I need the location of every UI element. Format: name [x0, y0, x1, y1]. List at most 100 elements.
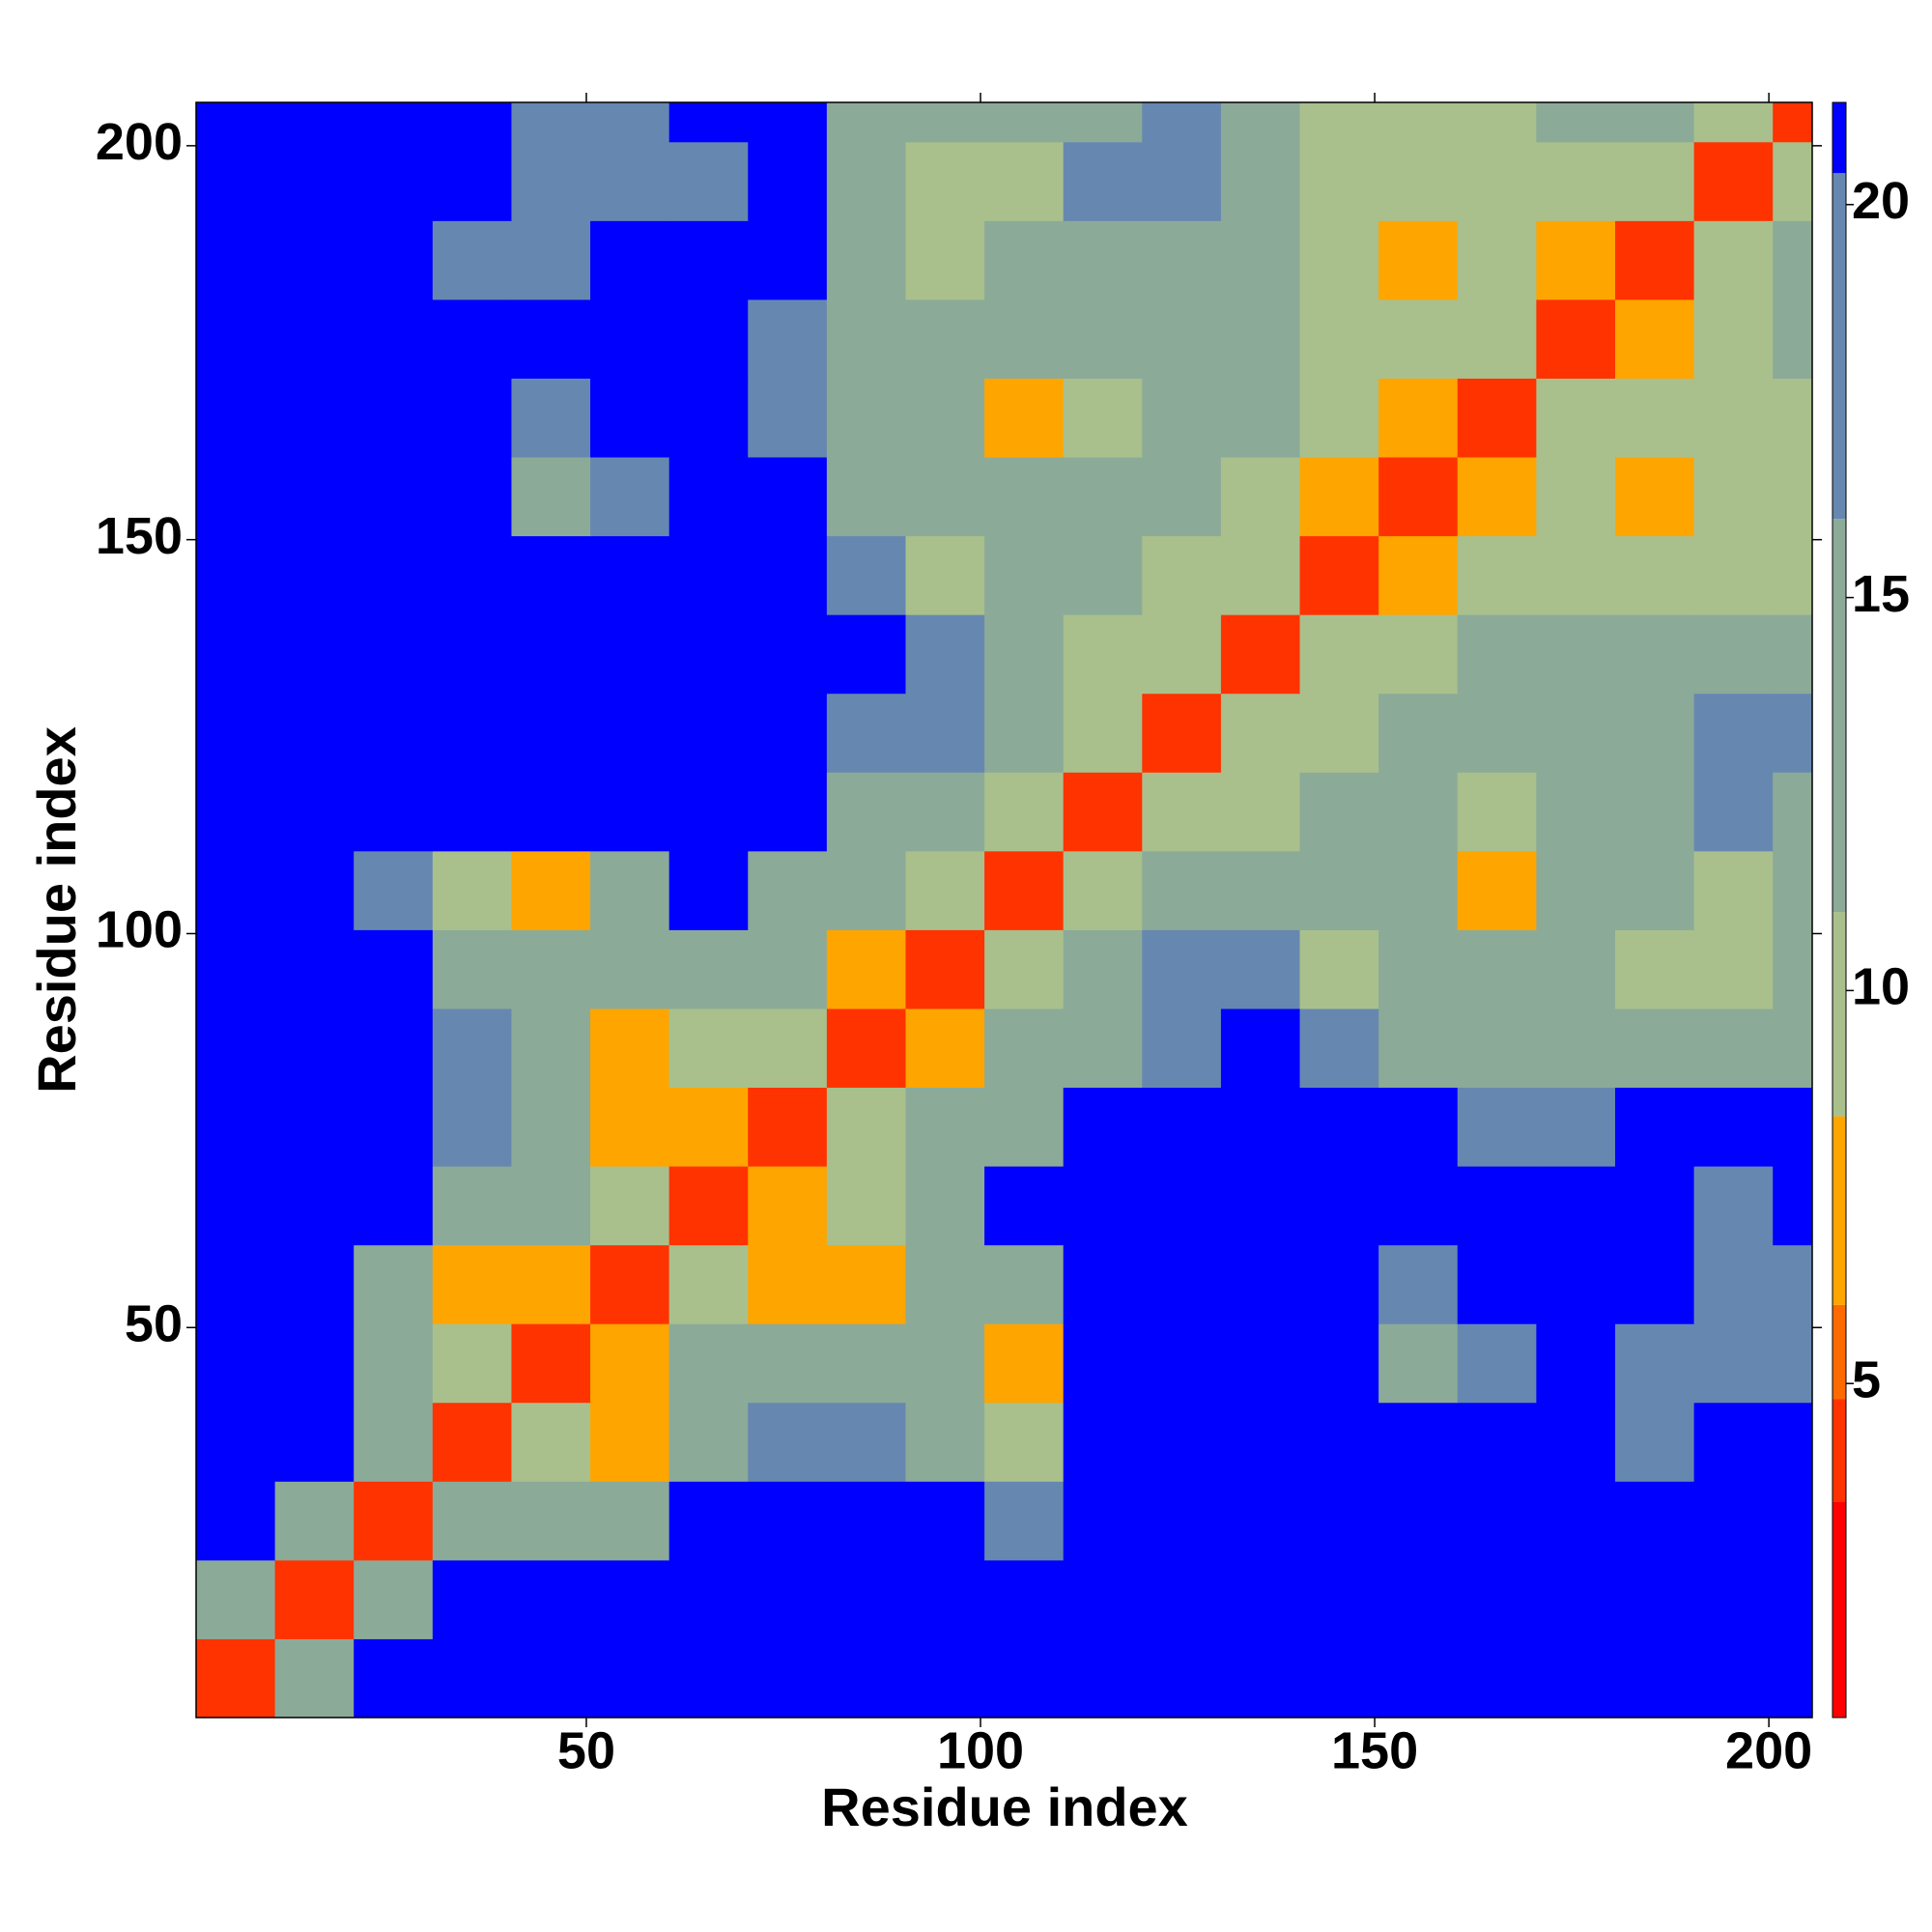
heatmap-cell: [1614, 1559, 1695, 1639]
heatmap-cell: [432, 1087, 512, 1167]
heatmap-cell: [511, 1323, 591, 1404]
heatmap-cell: [748, 1402, 828, 1482]
heatmap-cell: [196, 1008, 276, 1089]
heatmap-cell: [1536, 1244, 1616, 1324]
heatmap-cell: [590, 1638, 670, 1719]
heatmap-cell: [1536, 1166, 1616, 1246]
heatmap-cell: [1142, 693, 1222, 773]
heatmap-cell: [354, 1087, 434, 1167]
heatmap-cell: [1457, 220, 1537, 300]
heatmap-cell: [905, 1008, 985, 1089]
heatmap-cell: [590, 102, 670, 143]
heatmap-cell: [748, 850, 828, 930]
heatmap-cell: [1220, 220, 1301, 300]
heatmap-cell: [1063, 1559, 1143, 1639]
x-axis-label: Residue index: [821, 1776, 1188, 1837]
heatmap-cell: [1299, 1323, 1379, 1404]
heatmap-cell: [354, 141, 434, 221]
heatmap-cell: [511, 457, 591, 537]
heatmap-cell: [196, 1244, 276, 1324]
heatmap-cell: [826, 102, 906, 143]
heatmap-cell: [1142, 378, 1222, 458]
heatmap-cell: [354, 929, 434, 1009]
heatmap-cell: [196, 1323, 276, 1404]
heatmap-cell: [905, 378, 985, 458]
heatmap-cell: [1142, 1323, 1222, 1404]
heatmap-cell: [1220, 1244, 1301, 1324]
colorbar-band: [1833, 1304, 1846, 1400]
heatmap-cell: [984, 1008, 1065, 1089]
heatmap-cell: [354, 614, 434, 695]
heatmap-cell: [1457, 102, 1537, 143]
heatmap-cell: [1299, 457, 1379, 537]
heatmap-cell: [1142, 102, 1222, 143]
heatmap-cell: [668, 1323, 749, 1404]
heatmap-cell: [432, 457, 512, 537]
heatmap-cell: [1142, 1166, 1222, 1246]
heatmap-cell: [668, 535, 749, 615]
heatmap-cell: [748, 141, 828, 221]
heatmap-cell: [826, 1087, 906, 1167]
heatmap-cell: [1614, 1244, 1695, 1324]
heatmap-cell: [274, 220, 355, 300]
heatmap-cell: [1773, 929, 1813, 1009]
heatmap-cell: [1063, 378, 1143, 458]
heatmap-cell: [196, 1166, 276, 1246]
heatmap-cell: [748, 929, 828, 1009]
heatmap-cell: [1378, 102, 1459, 143]
heatmap-cell: [1142, 850, 1222, 930]
heatmap-cell: [1614, 693, 1695, 773]
heatmap-cell: [668, 1244, 749, 1324]
heatmap-cell: [1220, 1087, 1301, 1167]
heatmap-cell: [432, 693, 512, 773]
colorbar-tick-label: 15: [1852, 565, 1910, 623]
heatmap-cell: [1220, 298, 1301, 379]
heatmap-cell: [511, 298, 591, 379]
heatmap-cell: [826, 1323, 906, 1404]
heatmap-cell: [1536, 1008, 1616, 1089]
x-tick-label: 150: [1331, 1721, 1418, 1779]
heatmap-cell: [1063, 772, 1143, 852]
heatmap-cell: [1536, 378, 1616, 458]
heatmap-cell: [1299, 1638, 1379, 1719]
heatmap-cell: [984, 1244, 1065, 1324]
heatmap-cell: [1457, 1481, 1537, 1561]
heatmap-cell: [1378, 1638, 1459, 1719]
heatmap-cell: [1693, 850, 1774, 930]
heatmap-cell: [1693, 1481, 1774, 1561]
heatmap-cell: [1614, 772, 1695, 852]
heatmap-cell: [590, 693, 670, 773]
heatmap-cell: [826, 614, 906, 695]
heatmap-cell: [1693, 457, 1774, 537]
heatmap-cell: [1299, 1559, 1379, 1639]
heatmap-cell: [1220, 1638, 1301, 1719]
heatmap-cell: [748, 102, 828, 143]
heatmap-cell: [1378, 1559, 1459, 1639]
heatmap-cell: [590, 1559, 670, 1639]
heatmap-cell: [1220, 1166, 1301, 1246]
heatmap-cell: [1536, 614, 1616, 695]
heatmap-cell: [1773, 535, 1813, 615]
heatmap-cell: [274, 535, 355, 615]
heatmap-cell: [511, 102, 591, 143]
heatmap-cell: [511, 535, 591, 615]
heatmap-cell: [1063, 929, 1143, 1009]
heatmap-cell: [432, 1559, 512, 1639]
heatmap-cell: [748, 378, 828, 458]
heatmap-cell: [1614, 457, 1695, 537]
heatmap-cell: [1693, 1638, 1774, 1719]
heatmap-cell: [1220, 614, 1301, 695]
heatmap-cell: [1773, 102, 1813, 143]
heatmap-cell: [274, 614, 355, 695]
colorbar-band: [1833, 519, 1846, 913]
heatmap-cells: [196, 102, 1813, 1719]
heatmap-cell: [1457, 693, 1537, 773]
heatmap-cell: [1063, 1166, 1143, 1246]
heatmap-cell: [1773, 141, 1813, 221]
heatmap-cell: [1299, 378, 1379, 458]
heatmap-cell: [1773, 1244, 1813, 1324]
heatmap-cell: [1693, 772, 1774, 852]
heatmap-cell: [1220, 141, 1301, 221]
heatmap-cell: [1142, 1008, 1222, 1089]
